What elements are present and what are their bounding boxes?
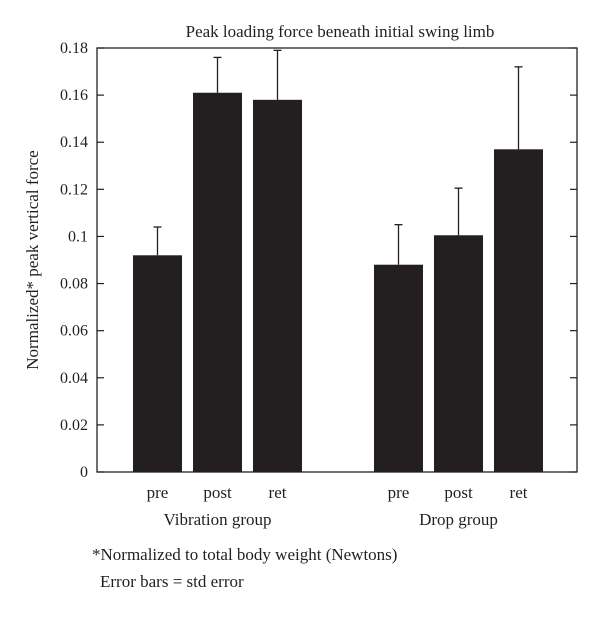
y-tick-label: 0.04 bbox=[60, 370, 88, 387]
bar-drop-post bbox=[434, 235, 483, 472]
group-label: Vibration group bbox=[163, 510, 271, 529]
footnote-normalization: *Normalized to total body weight (Newton… bbox=[92, 545, 398, 564]
bar-drop-pre bbox=[374, 264, 423, 472]
bar-vibration-ret bbox=[253, 99, 302, 473]
y-tick-label: 0.12 bbox=[60, 181, 88, 198]
y-tick-label: 0.14 bbox=[60, 134, 88, 151]
category-label: post bbox=[203, 483, 232, 502]
category-label: ret bbox=[269, 483, 287, 502]
y-tick-label: 0.16 bbox=[60, 87, 88, 104]
bar-drop-ret bbox=[494, 149, 543, 473]
category-label: post bbox=[444, 483, 473, 502]
category-label: ret bbox=[510, 483, 528, 502]
y-tick-label: 0 bbox=[80, 464, 88, 481]
bar-vibration-post bbox=[193, 92, 242, 472]
y-tick-label: 0.02 bbox=[60, 417, 88, 434]
plot-frame bbox=[96, 47, 578, 473]
plot-area: 0 0.02 0.04 0.06 0.08 0.1 0.12 0.14 0.16 0.18 pre p… bbox=[60, 40, 578, 529]
y-tick-label: 0.1 bbox=[68, 228, 88, 245]
group-label: Drop group bbox=[419, 510, 498, 529]
category-label: pre bbox=[147, 483, 169, 502]
chart-title: Peak loading force beneath initial swing… bbox=[186, 22, 495, 41]
y-tick-label: 0.18 bbox=[60, 40, 88, 57]
y-axis-label: Normalized* peak vertical force bbox=[23, 150, 42, 369]
category-label: pre bbox=[388, 483, 410, 502]
y-tick-label: 0.08 bbox=[60, 276, 88, 293]
y-tick-label: 0.06 bbox=[60, 323, 88, 340]
bar-vibration-pre bbox=[133, 255, 182, 472]
footnote-error-bars: Error bars = std error bbox=[100, 572, 244, 591]
